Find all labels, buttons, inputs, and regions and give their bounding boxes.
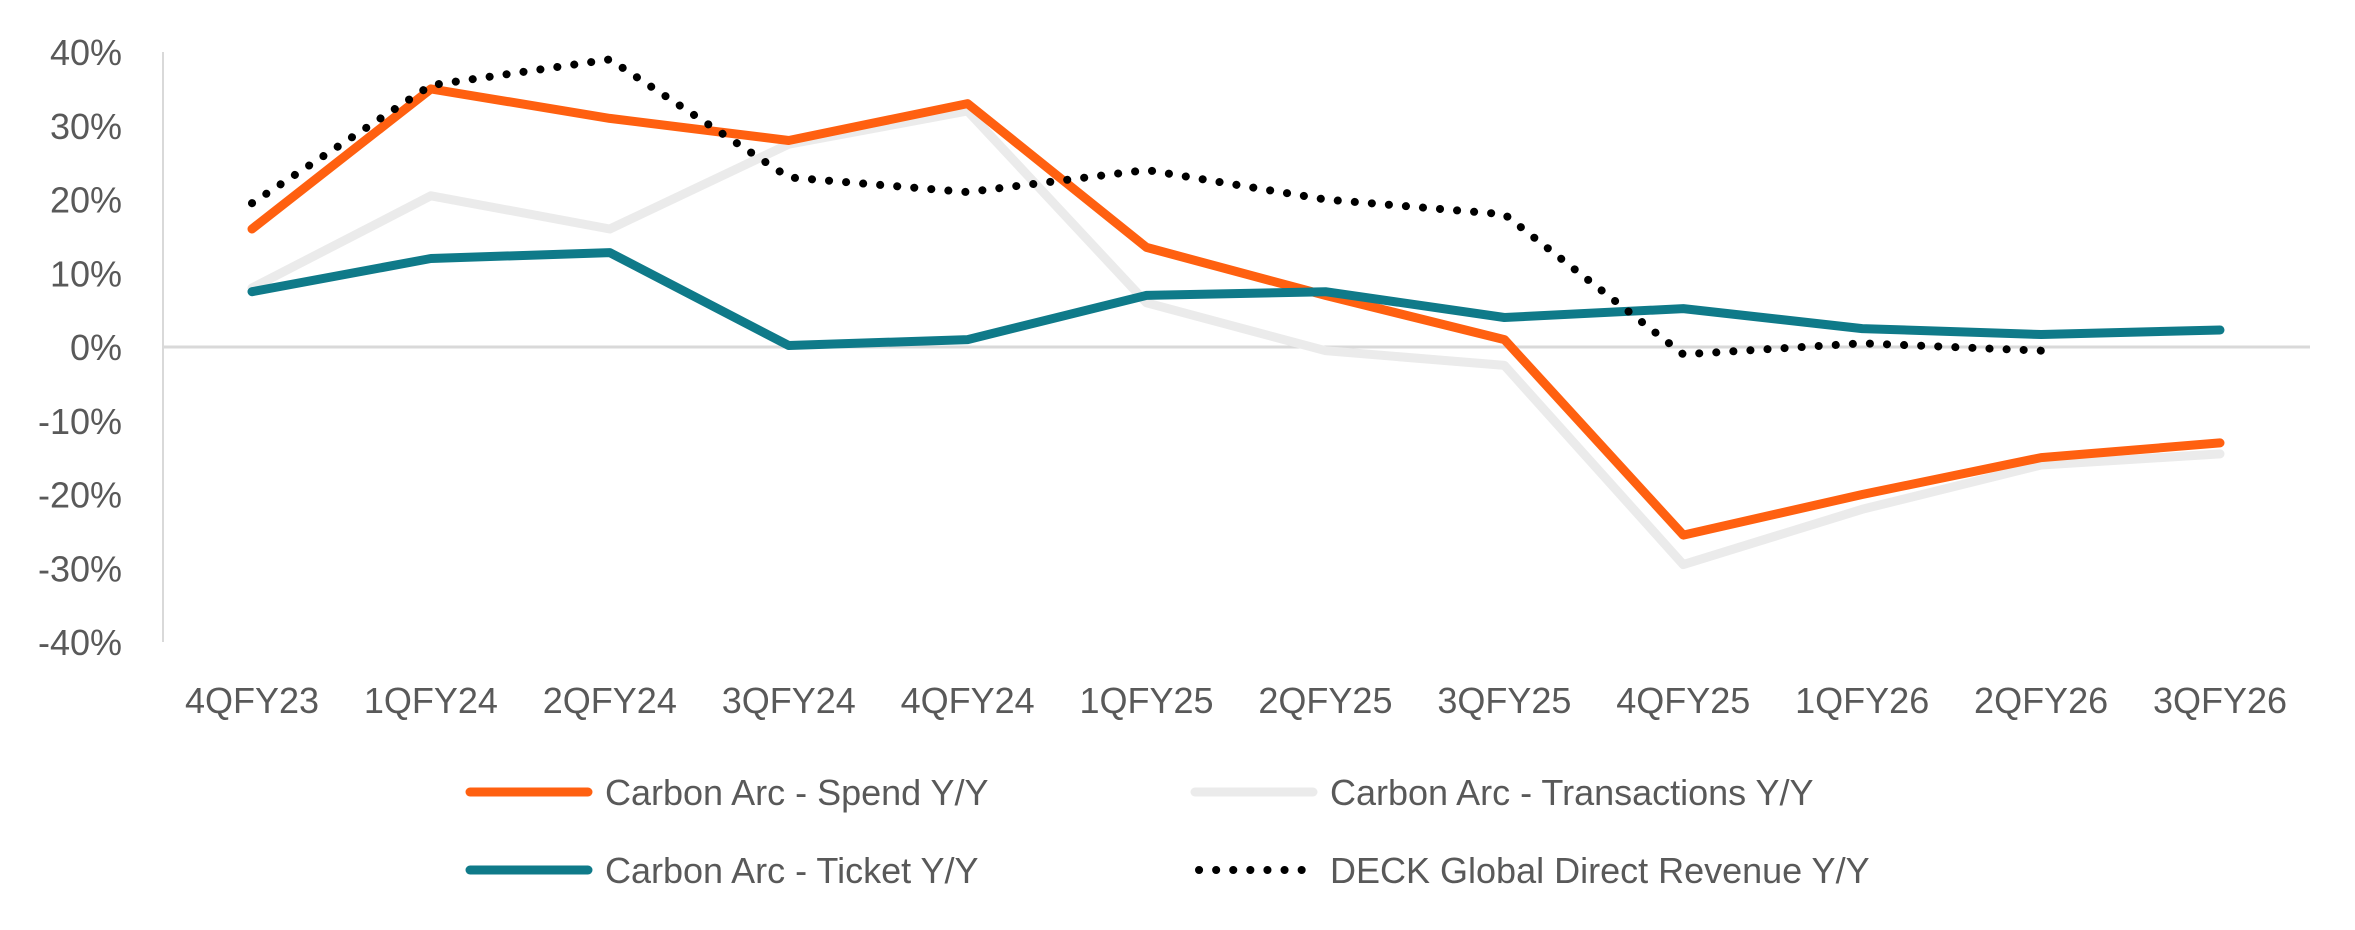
legend-item-3: DECK Global Direct Revenue Y/Y <box>1195 850 1870 891</box>
legend-item-1: Carbon Arc - Transactions Y/Y <box>1190 772 1814 813</box>
x-tick-label: 4QFY25 <box>1616 680 1750 721</box>
x-tick-label: 1QFY25 <box>1080 680 1214 721</box>
x-tick-label: 3QFY24 <box>722 680 856 721</box>
series-line-1 <box>247 106 2225 570</box>
y-tick-label: 40% <box>50 32 122 73</box>
x-tick-label: 1QFY24 <box>364 680 498 721</box>
series-line-2 <box>247 248 2225 350</box>
series-line-0 <box>247 84 2225 540</box>
x-tick-label: 2QFY26 <box>1974 680 2108 721</box>
y-tick-label: 30% <box>50 106 122 147</box>
y-tick-label: -40% <box>38 622 122 663</box>
x-tick-label: 4QFY23 <box>185 680 319 721</box>
y-tick-labels: 40% 30% 20% 10% 0% -10% -20% -30% -40% <box>38 32 122 663</box>
y-tick-label: 20% <box>50 180 122 221</box>
x-tick-label: 4QFY24 <box>901 680 1035 721</box>
y-tick-label: -10% <box>38 401 122 442</box>
x-tick-label: 3QFY25 <box>1437 680 1571 721</box>
legend-item-0: Carbon Arc - Spend Y/Y <box>465 772 989 813</box>
legend: Carbon Arc - Spend Y/Y Carbon Arc - Trans… <box>465 772 1870 891</box>
legend-label: Carbon Arc - Ticket Y/Y <box>605 850 978 891</box>
y-tick-label: 10% <box>50 253 122 294</box>
legend-label: DECK Global Direct Revenue Y/Y <box>1330 850 1870 891</box>
y-tick-label: -20% <box>38 475 122 516</box>
legend-label: Carbon Arc - Spend Y/Y <box>605 772 989 813</box>
x-tick-labels: 4QFY23 1QFY24 2QFY24 3QFY24 4QFY24 1QFY25 2QFY… <box>185 680 2287 721</box>
x-tick-label: 2QFY24 <box>543 680 677 721</box>
legend-label: Carbon Arc - Transactions Y/Y <box>1330 772 1814 813</box>
y-tick-label: 0% <box>70 327 122 368</box>
series-layer <box>247 55 2225 570</box>
x-tick-label: 3QFY26 <box>2153 680 2287 721</box>
y-tick-label: -30% <box>38 548 122 589</box>
legend-item-2: Carbon Arc - Ticket Y/Y <box>465 850 978 891</box>
x-tick-label: 1QFY26 <box>1795 680 1929 721</box>
x-tick-label: 2QFY25 <box>1258 680 1392 721</box>
